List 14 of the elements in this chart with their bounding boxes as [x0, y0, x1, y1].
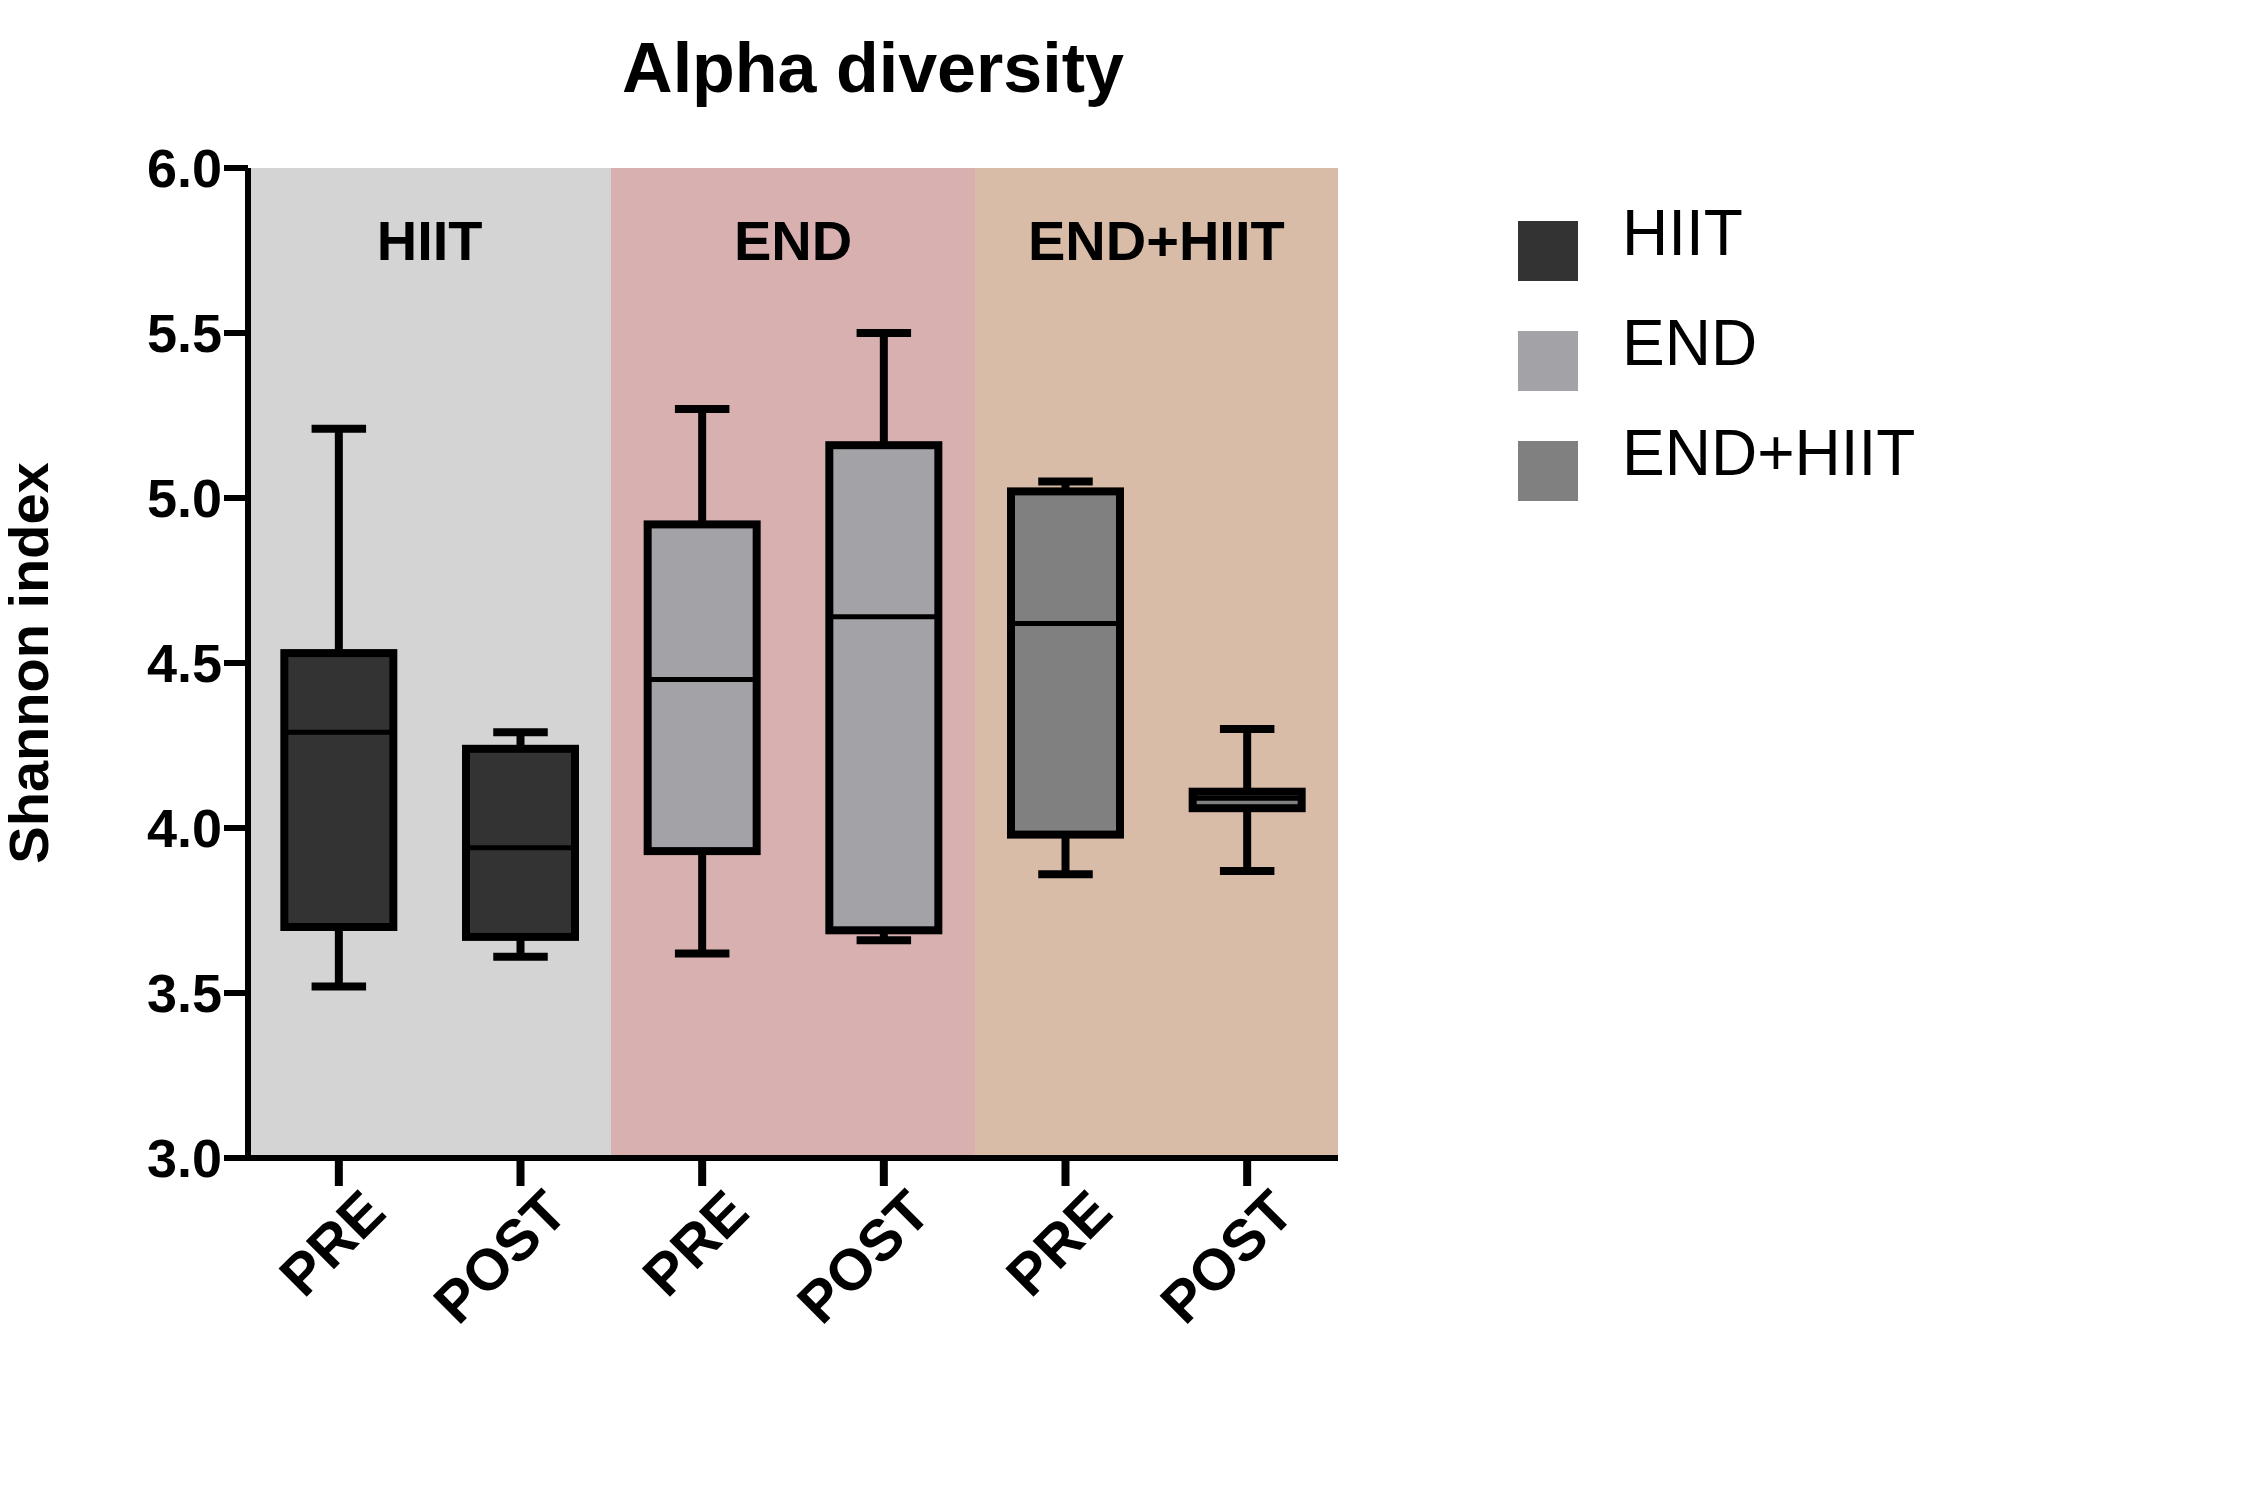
y-tick-label: 4.0 [146, 798, 222, 859]
annotation: HIIT [375, 208, 484, 273]
y-tick-label: 5.5 [146, 303, 222, 364]
legend-label: HIIT [1622, 197, 1743, 269]
legend-label: END+HIIT [1622, 417, 1916, 489]
annotation: END [732, 208, 854, 273]
y-tick-label: 5.0 [146, 468, 222, 529]
chart-title: Alpha diversity [621, 28, 1125, 108]
y-tick-label: 3.0 [146, 1128, 222, 1189]
annotation: END+HIIT [1026, 208, 1286, 273]
y-tick-label: 3.5 [146, 963, 222, 1024]
y-tick-label: 6.0 [146, 138, 222, 199]
y-tick-label: 4.5 [146, 633, 222, 694]
legend-label: END [1622, 307, 1758, 379]
